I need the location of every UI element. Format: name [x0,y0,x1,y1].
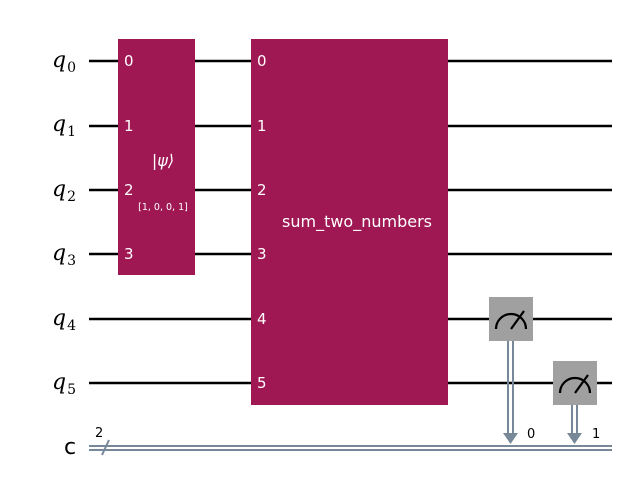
gate-pin: 0 [257,52,267,70]
meter-icon [494,310,528,330]
gate-pin: 3 [124,245,134,263]
qubit-label-q5: q5 [52,370,76,398]
gate-pin: 1 [257,117,267,135]
gate-params: [1, 0, 0, 1] [138,202,188,213]
qubit-label-q1: q1 [52,112,76,140]
arrow-down-icon [567,433,582,444]
clbit-index: 0 [527,427,535,442]
gate-label: sum_two_numbers [282,212,432,232]
gate-label: |ψ⟩ [152,151,174,170]
qubit-label-q2: q2 [52,177,76,205]
initialize-gate[interactable]: 0 1 2 3 |ψ⟩ [1, 0, 0, 1] [118,39,195,275]
gate-pin: 3 [257,245,267,263]
measure-q5[interactable]: 1 [553,361,600,444]
clbit-index: 1 [592,427,600,442]
gate-pin: 5 [257,374,267,392]
classical-register-size: 2 [95,426,103,441]
gate-pin: 1 [124,117,134,135]
classical-wire: 2 [89,426,612,456]
sum-two-numbers-gate[interactable]: 0 1 2 3 4 5 sum_two_numbers [251,39,448,405]
meter-icon [558,374,592,394]
gate-pin: 0 [124,52,134,70]
gate-pin: 4 [257,310,267,328]
arrow-down-icon [503,433,518,444]
gate-pin: 2 [124,181,134,199]
classical-register-label: c [64,435,76,460]
measure-q4[interactable]: 0 [489,297,535,444]
gate-pin: 2 [257,181,267,199]
qubit-label-q0: q0 [52,48,76,76]
bus-slash-icon [101,439,110,456]
qubit-label-q4: q4 [52,306,76,334]
qubit-labels: q0 q1 q2 q3 q4 q5 c [52,48,76,460]
qubit-label-q3: q3 [52,241,76,269]
